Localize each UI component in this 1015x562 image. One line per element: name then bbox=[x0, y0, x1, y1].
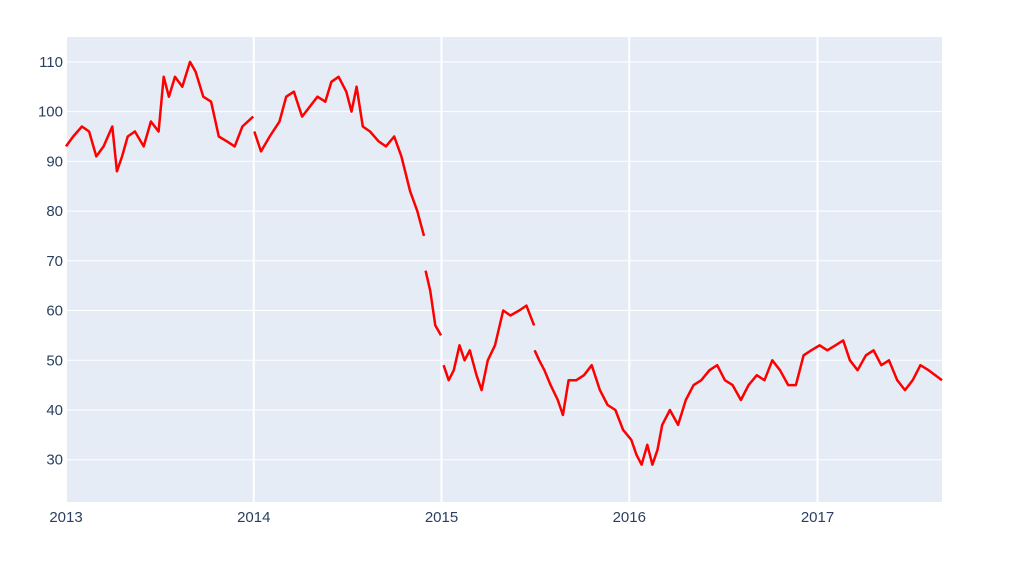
x-tick-label: 2016 bbox=[613, 509, 646, 526]
series-line-segment bbox=[424, 270, 443, 337]
series-line-segment bbox=[533, 339, 943, 466]
x-tick-label: 2017 bbox=[801, 509, 834, 526]
x-axis-ticks: 2013 2014 2015 2016 2017 bbox=[49, 509, 834, 526]
y-tick-label: 100 bbox=[38, 104, 63, 121]
series-line-segment bbox=[442, 304, 536, 392]
y-tick-label: 80 bbox=[46, 203, 63, 220]
x-tick-label: 2014 bbox=[237, 509, 270, 526]
x-tick-label: 2013 bbox=[49, 509, 82, 526]
y-tick-label: 40 bbox=[46, 402, 63, 419]
grid-lines bbox=[65, 37, 942, 502]
y-axis-ticks: 30 40 50 60 70 80 90 100 110 bbox=[38, 54, 63, 469]
series-line-segment bbox=[253, 75, 426, 237]
x-tick-label: 2015 bbox=[425, 509, 458, 526]
plot-background bbox=[66, 37, 942, 502]
y-tick-label: 90 bbox=[46, 153, 63, 170]
y-tick-label: 70 bbox=[46, 253, 63, 270]
series-layer bbox=[64, 60, 943, 466]
y-tick-label: 60 bbox=[46, 303, 63, 320]
y-tick-label: 110 bbox=[39, 54, 63, 71]
series-line-segment bbox=[64, 60, 255, 173]
y-tick-label: 50 bbox=[46, 352, 63, 369]
y-tick-label: 30 bbox=[46, 452, 63, 469]
